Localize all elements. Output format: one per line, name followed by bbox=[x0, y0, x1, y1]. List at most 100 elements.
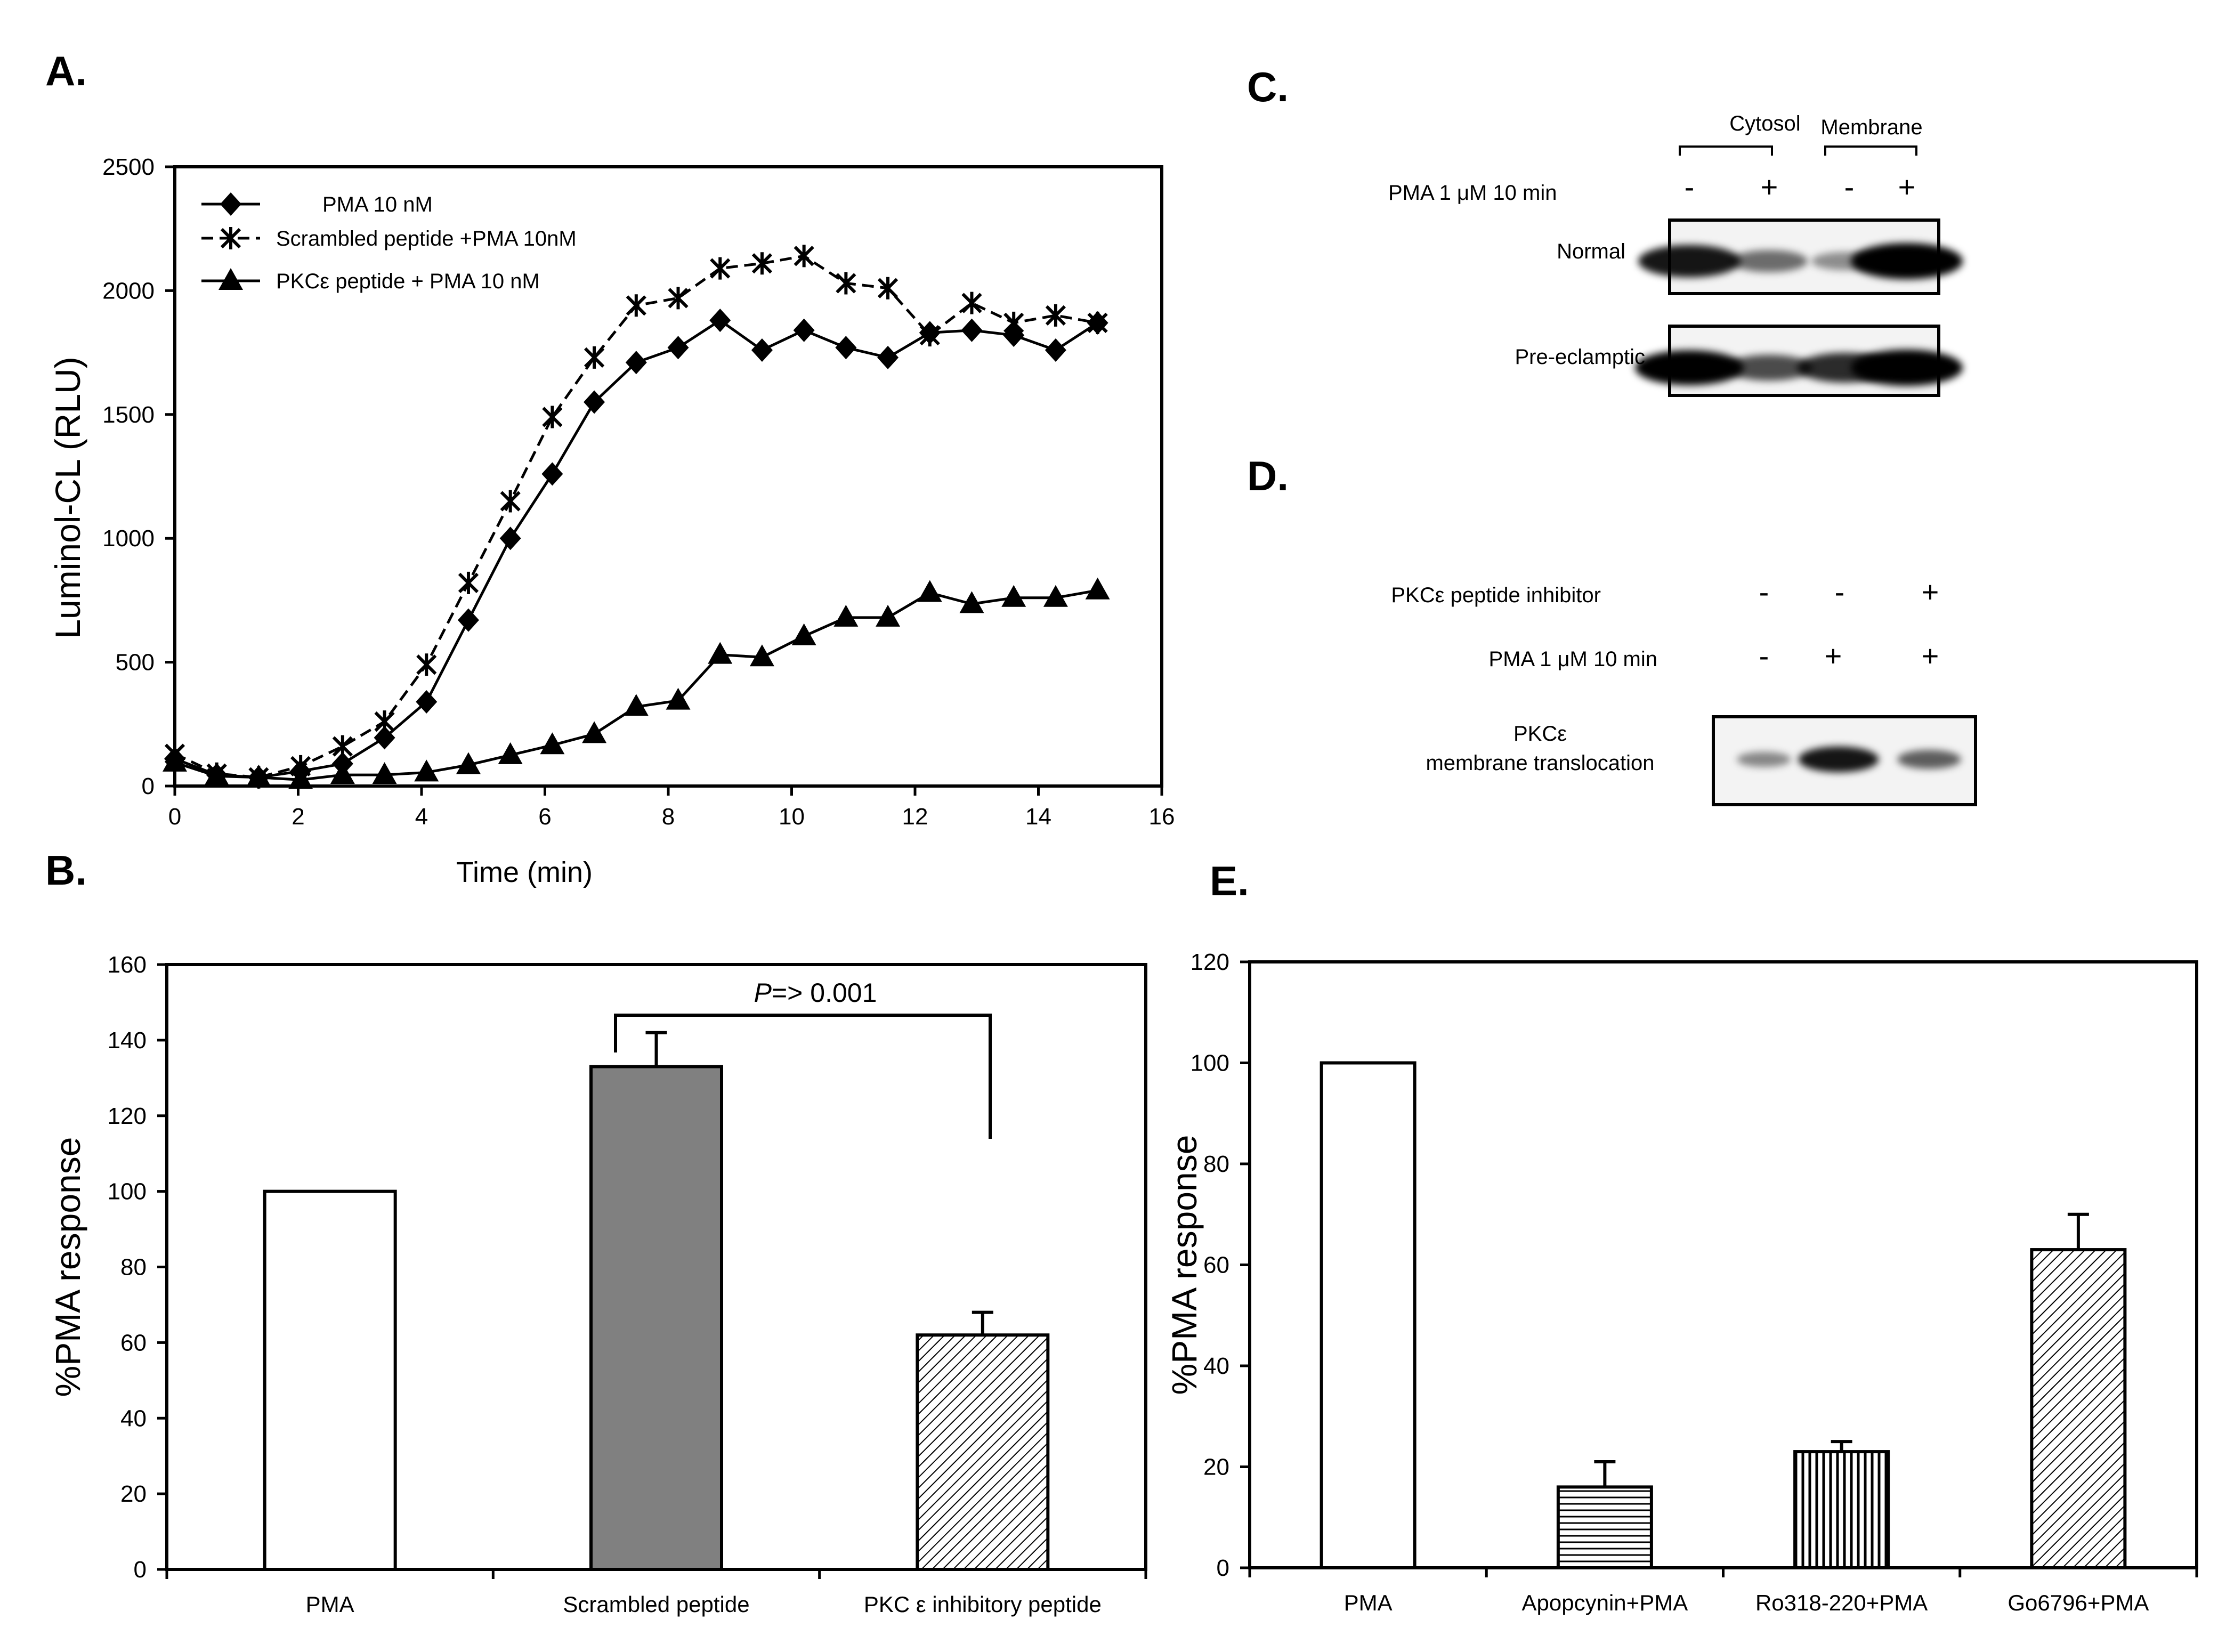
blot-d-row2-sign-3: + bbox=[1922, 639, 1939, 673]
chart-a-series-3-point bbox=[498, 742, 523, 764]
chart-a-series-1-point bbox=[499, 527, 521, 550]
chart-a-series-2-point bbox=[626, 294, 646, 317]
chart-a-x-tick-label: 14 bbox=[1025, 804, 1051, 830]
chart-a-legend-label-1: PMA 10 nM bbox=[322, 193, 433, 216]
blot-c-cytosol-label: Cytosol bbox=[1729, 112, 1800, 135]
blot-c-band bbox=[1851, 350, 1963, 386]
chart-a-series-3-point bbox=[624, 694, 649, 716]
chart-e-x-tick-label: Ro318-220+PMA bbox=[1755, 1590, 1928, 1615]
chart-a-y-tick-label: 2000 bbox=[102, 278, 155, 304]
blot-c-band bbox=[1726, 354, 1812, 381]
chart-a-series-1-point bbox=[1045, 338, 1066, 362]
chart-e-bar bbox=[1793, 1450, 1890, 1569]
chart-a-series-1-point bbox=[835, 336, 857, 360]
blot-c: Cytosol Membrane PMA 1 μM 10 min - + - +… bbox=[1388, 112, 1963, 397]
chart-a-series-2-point bbox=[458, 571, 479, 594]
chart-a-series-1-point bbox=[709, 309, 731, 333]
chart-a-x-axis-label: Time (min) bbox=[456, 856, 593, 888]
chart-a-series-3-point bbox=[1085, 577, 1110, 600]
chart-a-legend-label-2: Scrambled peptide +PMA 10nM bbox=[276, 227, 577, 250]
chart-a-series-1-point bbox=[751, 338, 773, 362]
chart-a-series-1-point bbox=[961, 318, 983, 342]
blot-c-band bbox=[1635, 350, 1744, 385]
chart-e-y-tick-label: 80 bbox=[1203, 1151, 1229, 1177]
chart-a-series-2-point bbox=[794, 245, 814, 268]
chart-a-series-2-point bbox=[710, 257, 731, 280]
chart-a-series-2-point bbox=[919, 324, 940, 347]
chart-a-series-2-point bbox=[836, 272, 856, 295]
chart-a-series-3-point bbox=[288, 767, 313, 789]
chart-a-series-3-point bbox=[749, 644, 774, 667]
blot-d-band-label-1: PKCε bbox=[1513, 722, 1567, 746]
chart-a-x-tick-label: 0 bbox=[168, 804, 181, 830]
chart-a-legend-marker-2 bbox=[220, 227, 241, 249]
blot-c-membrane-bracket bbox=[1824, 145, 1917, 156]
chart-a-series-1-point bbox=[416, 690, 438, 714]
chart-e-x-tick-label: Go6796+PMA bbox=[2008, 1590, 2149, 1615]
chart-a-x-tick-label: 8 bbox=[662, 804, 675, 830]
blot-d-row2-sign-1: - bbox=[1759, 639, 1769, 673]
blot-c-sign-4: + bbox=[1898, 170, 1916, 204]
chart-a-series-3-point bbox=[372, 762, 397, 784]
blot-d-bands bbox=[1737, 746, 1961, 773]
chart-b-bar bbox=[589, 1065, 723, 1571]
chart-a-x-tick-label: 6 bbox=[538, 804, 551, 830]
chart-b-x-tick-label: PKC ε inhibitory peptide bbox=[864, 1592, 1102, 1617]
chart-a-y-tick-label: 2500 bbox=[102, 154, 155, 180]
blot-d-row1-sign-3: + bbox=[1922, 575, 1939, 609]
chart-a-series-3-point bbox=[833, 604, 859, 627]
chart-a-series-1-point bbox=[457, 608, 479, 632]
chart-a-series-1-point bbox=[374, 726, 395, 750]
chart-a-series-2-point bbox=[584, 346, 605, 369]
blot-c-bands bbox=[1635, 243, 1963, 386]
chart-a-series-3-point bbox=[959, 591, 984, 613]
chart-a-series-3-point bbox=[876, 604, 901, 627]
chart-a-series-1-point bbox=[793, 318, 815, 342]
chart-e-y-tick-label: 120 bbox=[1191, 949, 1229, 975]
blot-c-band bbox=[1851, 243, 1963, 279]
chart-b-significance-p: P bbox=[754, 978, 772, 1008]
chart-b-y-axis-label: %PMA response bbox=[48, 1137, 87, 1397]
chart-a-series-3-point bbox=[330, 762, 355, 784]
chart-a-series-2-point bbox=[668, 287, 689, 310]
chart-a-series-3-point bbox=[246, 764, 271, 787]
blot-c-row-preeclamptic: Pre-eclamptic bbox=[1515, 345, 1645, 369]
blot-c-sign-3: - bbox=[1844, 170, 1855, 204]
chart-a-legend-marker-3 bbox=[218, 268, 243, 290]
chart-b-bar: 0 20 40 60 80 100 120 140 160 PMA Scrambled peptid… bbox=[48, 952, 1147, 1617]
chart-e-bar bbox=[1556, 1485, 1653, 1569]
chart-a-series-1-point bbox=[625, 351, 647, 375]
panel-label-d: D. bbox=[1247, 452, 1289, 499]
chart-a-series-1-point bbox=[584, 390, 605, 414]
chart-b-y-tick-label: 60 bbox=[120, 1330, 147, 1356]
chart-a-series-3-point bbox=[414, 759, 439, 782]
chart-a-series-3-point bbox=[791, 623, 816, 645]
chart-a-legend-label-3: PKCε peptide + PMA 10 nM bbox=[276, 270, 540, 293]
blot-d-row2-sign-2: + bbox=[1825, 639, 1842, 673]
blot-c-band bbox=[1638, 245, 1741, 278]
panel-label-b: B. bbox=[45, 847, 87, 894]
blot-d-row2-label: PMA 1 μM 10 min bbox=[1489, 647, 1657, 671]
chart-e-y-tick-label: 20 bbox=[1203, 1454, 1229, 1480]
chart-a-series-3-point bbox=[666, 687, 691, 710]
chart-a-series-2-point bbox=[374, 710, 395, 733]
chart-e-y-tick-label: 60 bbox=[1203, 1252, 1229, 1278]
blot-d-band bbox=[1737, 751, 1791, 767]
chart-e-bar: 0 20 40 60 80 100 120 PMA Apopcynin+PMA Ro318-220… bbox=[1164, 949, 2198, 1615]
chart-a-series-1-point bbox=[877, 345, 899, 369]
chart-a-series-3-point bbox=[540, 732, 565, 755]
chart-a-x-tick-label: 4 bbox=[415, 804, 428, 830]
chart-b-y-tick-label: 100 bbox=[108, 1179, 147, 1205]
chart-a-x-tick-label: 16 bbox=[1149, 804, 1175, 830]
chart-a-series-3-point bbox=[582, 721, 607, 743]
blot-d-band bbox=[1798, 746, 1879, 773]
blot-c-row-normal: Normal bbox=[1557, 240, 1625, 263]
chart-a-series-2-point bbox=[542, 406, 563, 428]
chart-b-y-tick-label: 20 bbox=[120, 1481, 147, 1507]
chart-a-y-tick-label: 500 bbox=[116, 650, 155, 676]
panel-label-e: E. bbox=[1210, 857, 1249, 904]
chart-a-y-tick-label: 1000 bbox=[102, 525, 155, 552]
chart-a-series-2-point bbox=[332, 735, 353, 758]
chart-a-x-tick-label: 12 bbox=[902, 804, 928, 830]
